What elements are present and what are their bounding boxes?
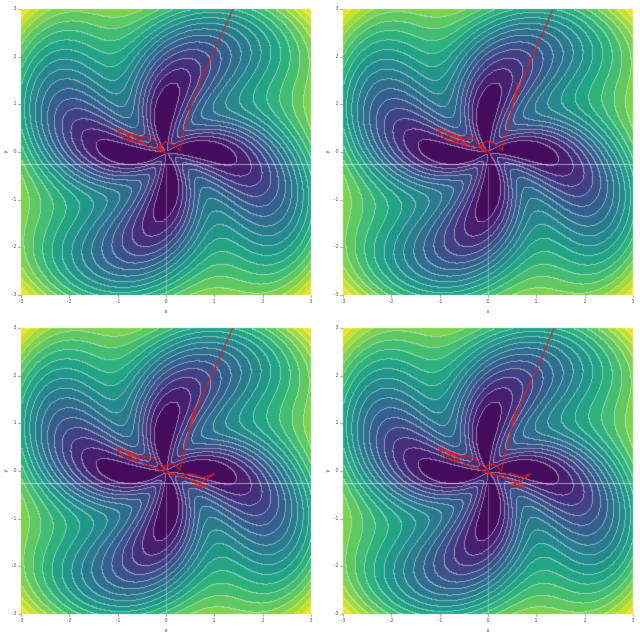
contour-panel-bottom-left: -3 -2 -1 0 1 2 3 -3 -2 -1 0 1 2 3 x y [0, 319, 318, 637]
contour-plot-canvas [322, 0, 640, 318]
contour-panel-bottom-right: -3 -2 -1 0 1 2 3 -3 -2 -1 0 1 2 3 x y [322, 319, 640, 637]
contour-panel-top-left: -3 -2 -1 0 1 2 3 -3 -2 -1 0 1 2 3 x y [0, 0, 318, 318]
contour-plot-canvas [0, 0, 318, 318]
contour-panel-top-right: -3 -2 -1 0 1 2 3 -3 -2 -1 0 1 2 3 x y [322, 0, 640, 318]
contour-plot-canvas [322, 319, 640, 637]
contour-plot-canvas [0, 319, 318, 637]
